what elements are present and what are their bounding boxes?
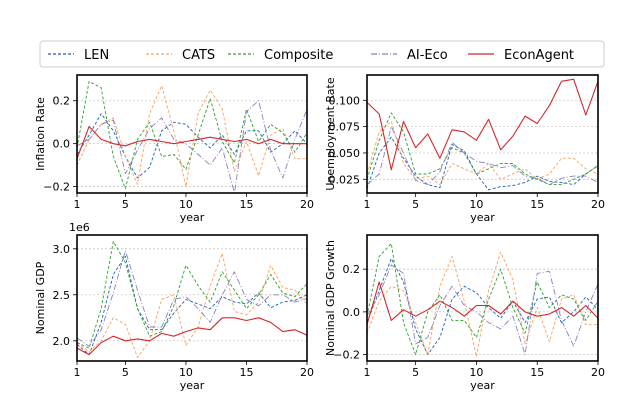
x-tick-label: 15 (530, 198, 544, 211)
axes-frame (366, 234, 599, 362)
x-tick-label: 20 (591, 198, 605, 211)
x-tick-label: 1 (74, 366, 81, 379)
series-line-cats (77, 85, 307, 188)
y-tick-label: 0.2 (343, 263, 361, 276)
series-line-composite (367, 112, 598, 186)
legend-label-ai-eco: AI-Eco (407, 48, 448, 63)
x-tick-label: 5 (122, 366, 129, 379)
x-tick-label: 10 (469, 198, 483, 211)
x-tick-label: 20 (300, 198, 314, 211)
x-tick-label: 10 (179, 198, 193, 211)
series-group (367, 243, 598, 358)
legend-item-econagent: EconAgent (468, 48, 574, 63)
series-line-econagent (367, 281, 598, 325)
x-tick-label: 20 (591, 366, 605, 379)
y-offset-label: 1e6 (69, 221, 90, 234)
legend-item-composite: Composite (228, 48, 333, 63)
series-group (77, 240, 307, 358)
legend-label-composite: Composite (264, 48, 333, 63)
series-line-composite (367, 243, 598, 356)
series-line-len (77, 113, 307, 179)
x-tick-label: 10 (179, 366, 193, 379)
axes-frame (76, 234, 308, 362)
x-axis-label: year (470, 379, 495, 392)
x-axis-label: year (470, 211, 495, 224)
y-tick-label: 0.0 (53, 138, 71, 151)
series-line-econagent (77, 317, 307, 356)
x-tick-label: 5 (412, 366, 419, 379)
legend-label-len: LEN (84, 48, 109, 63)
x-tick-label: 15 (530, 366, 544, 379)
y-tick-label: −0.2 (43, 181, 70, 194)
legend-label-cats: CATS (182, 48, 215, 63)
y-tick-label: 2.0 (53, 335, 71, 348)
x-tick-label: 20 (300, 366, 314, 379)
series-line-ai-eco (77, 100, 307, 193)
y-tick-label: 0.075 (329, 121, 361, 134)
series-line-composite (77, 80, 307, 190)
y-tick-label: 2.5 (53, 289, 71, 302)
x-tick-label: 10 (469, 366, 483, 379)
series-line-len (367, 258, 598, 356)
legend-label-econagent: EconAgent (504, 48, 574, 63)
series-line-len (367, 136, 598, 191)
y-tick-label: 3.0 (53, 243, 71, 256)
panel-unemployment-rate: 1 5 10 15 200.0250.0500.0750.100yearUnemploy… (324, 74, 605, 224)
x-tick-label: 15 (239, 198, 253, 211)
series-line-ai-eco (367, 264, 598, 356)
y-axis-label: Nominal GDP Growth (324, 240, 337, 356)
y-tick-label: 0.025 (329, 173, 361, 186)
legend-item-cats: CATS (146, 48, 215, 63)
x-tick-label: 5 (122, 198, 129, 211)
series-group (77, 80, 307, 193)
legend-item-len: LEN (48, 48, 109, 63)
x-tick-label: 5 (412, 198, 419, 211)
y-tick-label: −0.2 (333, 349, 360, 362)
y-tick-label: 0.0 (343, 306, 361, 319)
series-line-cats (77, 252, 307, 358)
x-tick-label: 1 (364, 198, 371, 211)
y-axis-label: Nominal GDP (34, 261, 47, 334)
series-line-cats (367, 251, 598, 358)
axes-frame (366, 74, 599, 194)
y-axis-label: Inflation Rate (34, 97, 47, 171)
x-axis-label: year (180, 211, 205, 224)
y-tick-label: 0.2 (53, 95, 71, 108)
legend-frame (39, 40, 605, 68)
x-axis-label: year (180, 379, 205, 392)
y-tick-label: 0.100 (329, 94, 361, 107)
series-line-ai-eco (77, 250, 307, 347)
y-tick-label: 0.050 (329, 147, 361, 160)
series-line-econagent (367, 78, 598, 171)
series-group (367, 78, 598, 191)
y-axis-label: Unemployment Rate (324, 77, 337, 191)
series-line-cats (367, 120, 598, 186)
series-line-composite (77, 240, 307, 349)
x-tick-label: 15 (239, 366, 253, 379)
axes-frame (76, 74, 308, 194)
x-tick-label: 1 (74, 198, 81, 211)
series-line-ai-eco (367, 126, 598, 186)
legend-item-ai-eco: AI-Eco (371, 48, 448, 63)
x-tick-label: 1 (364, 366, 371, 379)
legend: LEN CATS Composite AI-Eco EconAgent (39, 40, 605, 68)
series-line-econagent (77, 125, 307, 159)
series-line-len (77, 255, 307, 356)
